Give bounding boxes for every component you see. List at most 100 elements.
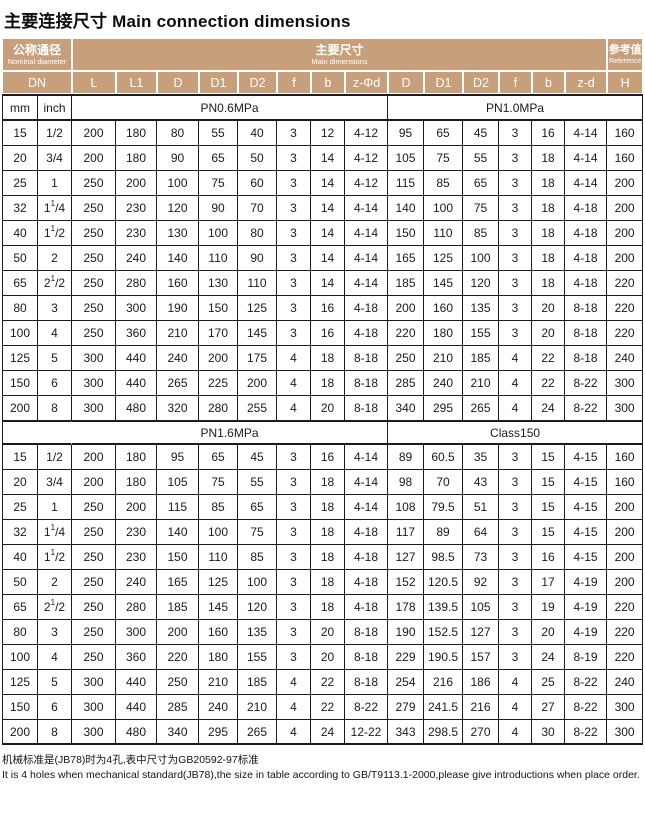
cell-value: 15 [532, 495, 565, 520]
table-header: 公称通径 Nominal diameter 主要尺寸 Main dimensio… [2, 38, 644, 94]
cell-value: 8-22 [565, 670, 608, 695]
cell-value: 180 [116, 146, 157, 171]
cell-value: 250 [72, 520, 116, 545]
cell-value: 4-14 [345, 196, 388, 221]
cell-value: 117 [388, 520, 424, 545]
cell-value: 98 [388, 470, 424, 495]
cell-value: 18 [532, 146, 565, 171]
cell-value: 265 [238, 720, 277, 745]
cell-value: 79.5 [424, 495, 463, 520]
cell-value: 230 [116, 545, 157, 570]
cell-value: 3 [277, 445, 311, 470]
cell-value: 4-12 [345, 146, 388, 171]
cell-dn-mm: 200 [2, 396, 38, 421]
cell-value: 16 [532, 545, 565, 570]
cell-value: 250 [72, 495, 116, 520]
cell-value: 89 [424, 520, 463, 545]
cell-value: 241.5 [424, 695, 463, 720]
cell-value: 55 [238, 470, 277, 495]
column-header: z-d [565, 71, 608, 94]
cell-value: 73 [463, 545, 499, 570]
cell-value: 12-22 [345, 720, 388, 745]
cell-value: 4-14 [345, 246, 388, 271]
cell-value: 180 [116, 121, 157, 146]
page-title: 主要连接尺寸 Main connection dimensions [4, 12, 351, 31]
cell-value: 4-14 [565, 146, 608, 171]
cell-value: 200 [607, 221, 644, 246]
column-header: D [388, 71, 424, 94]
column-header: b [311, 71, 345, 94]
cell-value: 140 [157, 520, 199, 545]
cell-value: 3 [499, 246, 532, 271]
cell-value: 45 [463, 121, 499, 146]
column-header: D1 [199, 71, 238, 94]
header-nominal-diameter: 公称通径 Nominal diameter [2, 38, 72, 71]
cell-value: 75 [238, 520, 277, 545]
cell-value: 3 [499, 121, 532, 146]
cell-value: 60 [238, 171, 277, 196]
table-row: 25 1 250 200 100 75 60 3 14 4-12 115 85 65 3 18 4-14 200 [2, 171, 644, 196]
cell-value: 15 [532, 520, 565, 545]
cell-value: 85 [199, 495, 238, 520]
cell-value: 230 [116, 221, 157, 246]
cell-value: 220 [607, 595, 644, 620]
cell-value: 4-19 [565, 595, 608, 620]
cell-value: 4-19 [565, 570, 608, 595]
cell-dn-mm: 65 [2, 271, 38, 296]
cell-value: 4-14 [345, 470, 388, 495]
cell-value: 110 [238, 271, 277, 296]
table-row: 15 1/2 200 180 80 55 40 3 12 4-12 95 65 45 3 16 4-14 160 [2, 121, 644, 146]
cell-value: 200 [607, 520, 644, 545]
table-row: 125 5 300 440 240 200 175 4 18 8-18 250 210 185 4 22 8-… [2, 346, 644, 371]
cell-value: 186 [463, 670, 499, 695]
cell-dn-inch: 1 [38, 495, 72, 520]
cell-value: 3 [499, 221, 532, 246]
cell-value: 180 [116, 470, 157, 495]
cell-value: 14 [311, 171, 345, 196]
cell-dn-mm: 50 [2, 246, 38, 271]
cell-value: 4-14 [345, 495, 388, 520]
cell-value: 220 [607, 296, 644, 321]
cell-value: 300 [607, 720, 644, 745]
cell-value: 160 [157, 271, 199, 296]
cell-value: 250 [72, 171, 116, 196]
cell-dn-inch: 3/4 [38, 470, 72, 495]
cell-value: 3 [277, 121, 311, 146]
cell-value: 3 [499, 321, 532, 346]
cell-value: 4 [499, 720, 532, 745]
cell-value: 65 [424, 121, 463, 146]
cell-value: 250 [157, 670, 199, 695]
cell-value: 170 [199, 321, 238, 346]
cell-dn-inch: 1 [38, 171, 72, 196]
cell-value: 220 [607, 321, 644, 346]
cell-value: 75 [463, 196, 499, 221]
cell-value: 300 [72, 670, 116, 695]
cell-value: 4-15 [565, 520, 608, 545]
table-row: 32 11/4 250 230 120 90 70 3 14 4-14 140 100 75 3 18 4-1… [2, 196, 644, 221]
cell-value: 18 [311, 545, 345, 570]
cell-value: 4-12 [345, 171, 388, 196]
cell-value: 200 [72, 146, 116, 171]
cell-value: 440 [116, 371, 157, 396]
cell-value: 180 [424, 321, 463, 346]
cell-value: 3 [277, 545, 311, 570]
cell-value: 200 [607, 495, 644, 520]
cell-value: 14 [311, 196, 345, 221]
cell-value: 65 [199, 146, 238, 171]
cell-value: 4-18 [565, 196, 608, 221]
cell-value: 22 [311, 695, 345, 720]
cell-value: 279 [388, 695, 424, 720]
cell-value: 216 [463, 695, 499, 720]
column-header: D2 [463, 71, 499, 94]
column-header: H [607, 71, 644, 94]
cell-value: 3 [277, 645, 311, 670]
cell-value: 200 [607, 570, 644, 595]
table-row: 80 3 250 300 190 150 125 3 16 4-18 200 160 135 3 20 8-1… [2, 296, 644, 321]
cell-value: 8-18 [345, 620, 388, 645]
cell-value: 3 [499, 171, 532, 196]
cell-dn-inch: 8 [38, 720, 72, 745]
cell-dn-mm: 100 [2, 321, 38, 346]
cell-dn-inch: 11/4 [38, 520, 72, 545]
cell-dn-inch: 5 [38, 670, 72, 695]
